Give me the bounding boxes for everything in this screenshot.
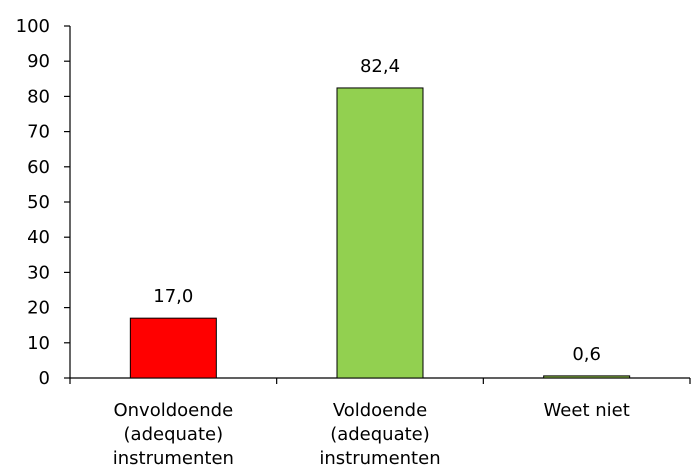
y-tick-label: 90 (27, 51, 50, 72)
x-axis (69, 377, 691, 384)
y-tick-label: 50 (27, 192, 50, 213)
category-label: (adequate) (124, 424, 224, 445)
data-label: 82,4 (360, 56, 400, 77)
bars (129, 87, 631, 379)
data-labels: 17,0 82,4 0,6 (153, 56, 601, 365)
y-tick-label: 100 (16, 16, 50, 37)
category-label: (adequate) (330, 424, 430, 445)
category-label: Voldoende (333, 400, 427, 421)
y-tick-label: 80 (27, 86, 50, 107)
y-tick-label: 10 (27, 333, 50, 354)
category-label: instrumenten (113, 448, 234, 469)
data-label: 17,0 (153, 286, 193, 307)
category-label: instrumenten (319, 448, 440, 469)
bar (129, 317, 217, 379)
y-tick-label: 20 (27, 298, 50, 319)
category-labels: Onvoldoende (adequate) instrumenten Voldoen… (113, 400, 630, 469)
y-tick-label: 30 (27, 262, 50, 283)
data-label: 0,6 (572, 344, 601, 365)
category-label: Weet niet (544, 400, 630, 421)
y-tick-label: 70 (27, 122, 50, 143)
category-label: Onvoldoende (113, 400, 233, 421)
bar (543, 375, 631, 379)
y-tick-label: 40 (27, 227, 50, 248)
y-tick-label: 60 (27, 157, 50, 178)
bar (336, 87, 424, 379)
y-axis: 0 10 20 30 40 50 60 70 80 90 100 (16, 16, 71, 389)
y-tick-label: 0 (39, 368, 50, 389)
